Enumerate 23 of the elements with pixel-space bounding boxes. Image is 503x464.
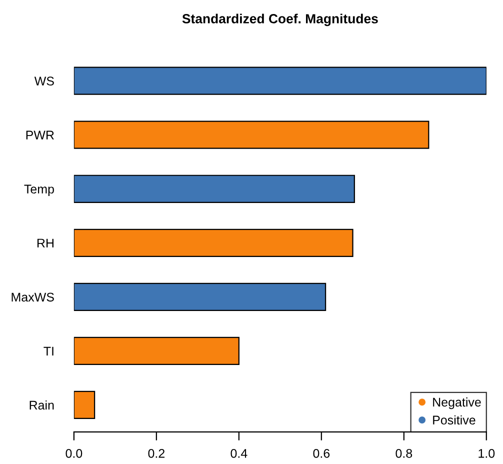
- bar: [74, 120, 430, 149]
- x-tick-label: 0.2: [148, 448, 164, 458]
- x-tick-label: 0.0: [66, 448, 82, 458]
- y-tick-label: PWR: [26, 130, 54, 140]
- legend-label: Negative: [433, 397, 481, 410]
- y-tick-label: WS: [34, 76, 54, 86]
- chart-title: Standardized Coef. Magnitudes: [182, 14, 378, 26]
- legend-label: Positive: [433, 415, 476, 425]
- y-tick-label: TI: [44, 346, 54, 356]
- y-tick-label: MaxWS: [12, 292, 54, 302]
- bar: [74, 66, 486, 95]
- bar: [74, 174, 355, 203]
- x-tick-label: 0.6: [313, 448, 330, 458]
- x-tick-label: 0.4: [230, 448, 248, 458]
- bar: [74, 390, 96, 420]
- bar: [74, 228, 354, 257]
- bar: [74, 282, 326, 311]
- x-tick-label: 1.0: [478, 448, 495, 458]
- y-tick-label: RH: [37, 238, 54, 248]
- bar: [74, 336, 240, 366]
- y-tick-label: Temp: [24, 184, 54, 196]
- y-tick-label: Rain: [30, 400, 54, 410]
- x-tick-label: 0.8: [396, 448, 412, 458]
